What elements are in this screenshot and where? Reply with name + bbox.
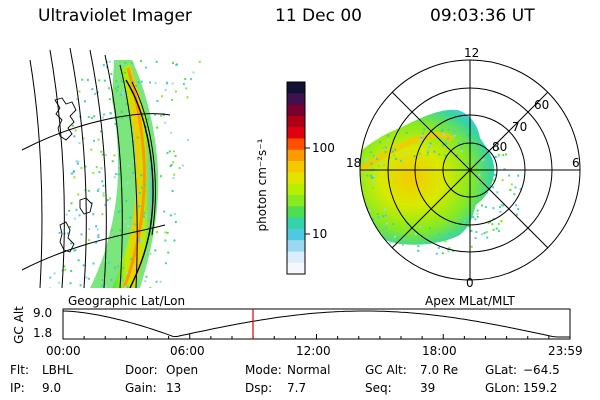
colorbar-tick-10: 10	[312, 227, 328, 241]
colorbar-cell	[287, 93, 305, 106]
info-value: 7.7	[287, 381, 307, 395]
colorbar-cell	[287, 206, 305, 219]
colorbar-cell	[287, 104, 305, 117]
timeline-xtick-0: 00:00	[46, 344, 81, 358]
colorbar-cell	[287, 194, 305, 207]
intensity-colorbar	[286, 81, 310, 275]
mlat-label-70: 70	[512, 120, 528, 134]
mlat-label-80: 80	[492, 140, 508, 154]
colorbar-cell	[287, 127, 305, 139]
colorbar-cell	[287, 115, 305, 128]
timeline-ytick-9: 9.0	[33, 306, 53, 320]
mlt-label-6: 6	[572, 156, 580, 170]
info-key: Dsp:	[245, 381, 273, 395]
timeline-xtick-2: 12:00	[296, 344, 331, 358]
geographic-grid	[22, 47, 171, 288]
instrument-title: Ultraviolet Imager	[38, 6, 192, 26]
aurora-bright-arc	[112, 64, 153, 288]
colorbar-cell	[287, 172, 305, 185]
emission-speckle	[49, 60, 201, 288]
observation-time: 09:03:36 UT	[430, 6, 535, 26]
geographic-image-panel	[22, 47, 201, 288]
timeline-xtick-4: 23:59	[548, 344, 583, 358]
mlt-label-0: 0	[466, 276, 474, 290]
colorbar-cell	[287, 161, 305, 173]
colorbar-tick-100: 100	[312, 141, 335, 155]
colorbar-cell	[287, 138, 305, 151]
info-value: 13	[166, 381, 182, 395]
timeline-axis-label: GC Alt	[12, 306, 26, 344]
info-value: 9.0	[42, 381, 62, 395]
timeline-xtick-1: 06:00	[170, 344, 205, 358]
polar-grid	[359, 59, 581, 281]
apex-panel-caption: Apex MLat/MLT	[425, 294, 515, 308]
timeline-ytick-1-8: 1.8	[33, 326, 53, 340]
coastline-outlines	[54, 97, 93, 253]
colorbar-cell	[287, 228, 305, 241]
info-key: GLat:	[485, 363, 518, 377]
orbit-timeline	[62, 308, 571, 340]
info-value: −64.5	[523, 363, 560, 377]
aurora-peak-arc	[122, 67, 146, 288]
info-value: 39	[420, 381, 436, 395]
info-value: 159.2	[523, 381, 558, 395]
info-value: 7.0 Re	[420, 363, 459, 377]
colorbar-unit-label: photon cm⁻²s⁻¹	[255, 138, 269, 232]
colorbar-cell	[287, 217, 305, 230]
colorbar-cell	[287, 251, 305, 264]
observation-date: 11 Dec 00	[275, 6, 362, 26]
info-key: GLon:	[485, 381, 520, 395]
info-value: LBHL	[42, 363, 73, 377]
apex-polar-panel	[359, 59, 581, 281]
info-value: Open	[166, 363, 199, 377]
colorbar-cell	[287, 240, 305, 252]
mlt-label-18: 18	[346, 156, 362, 170]
colorbar-cell	[287, 183, 305, 196]
mlt-label-12: 12	[464, 46, 480, 60]
info-key: Mode:	[245, 363, 282, 377]
mlat-label-60: 60	[534, 98, 550, 112]
info-key: Flt:	[10, 363, 29, 377]
polar-aurora-oval	[360, 109, 495, 245]
info-key: Gain:	[125, 381, 157, 395]
info-value: Normal	[287, 363, 331, 377]
geo-panel-caption: Geographic Lat/Lon	[68, 294, 186, 308]
info-key: IP:	[10, 381, 25, 395]
info-key: Door:	[125, 363, 158, 377]
colorbar-cell	[287, 262, 305, 275]
info-key: GC Alt:	[365, 363, 407, 377]
info-key: Seq:	[365, 381, 392, 395]
altitude-curve	[62, 310, 570, 338]
colorbar-cell	[287, 149, 305, 162]
timeline-xtick-3: 18:00	[422, 344, 457, 358]
colorbar-cell	[287, 82, 305, 94]
